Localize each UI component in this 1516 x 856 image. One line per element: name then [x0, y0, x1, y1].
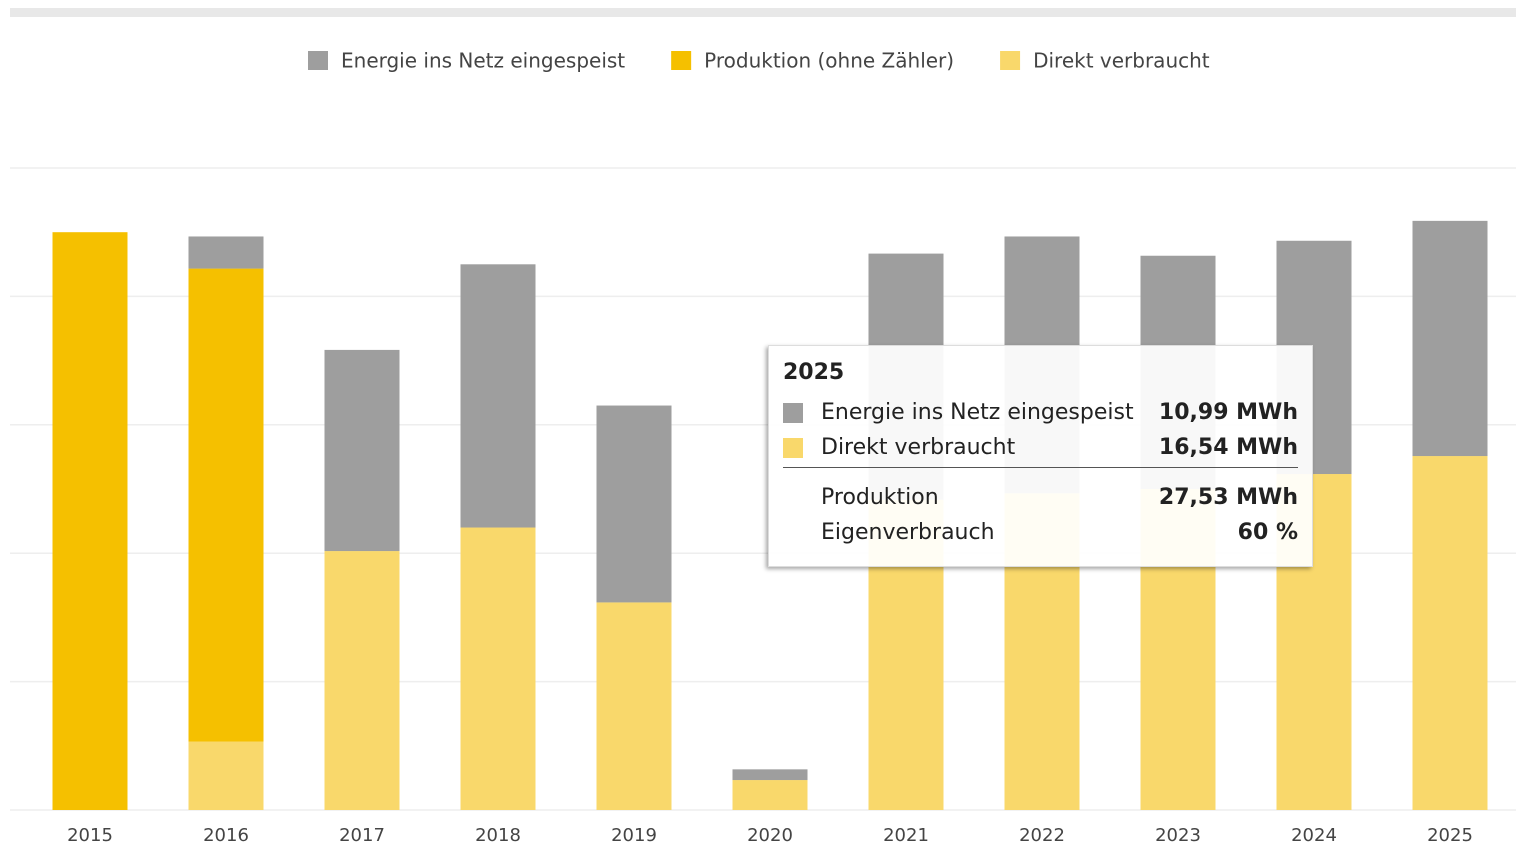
- tooltip: 2025 Energie ins Netz eingespeist 10,99 MW…: [768, 345, 1313, 567]
- bar-segment: [732, 769, 808, 781]
- tooltip-swatch: [783, 402, 803, 423]
- legend-label: Produktion (ohne Zähler): [704, 49, 954, 73]
- legend-swatch: [671, 51, 692, 70]
- separator: [783, 467, 1298, 468]
- bar-segment: [460, 264, 536, 528]
- tooltip-row: Eigenverbrauch 60 %: [783, 515, 1298, 550]
- tooltip-swatch: [783, 488, 803, 508]
- x-tick-label: 2015: [67, 825, 113, 846]
- x-tick-label: 2016: [203, 825, 249, 846]
- bar-segment: [596, 602, 672, 810]
- legend-swatch: [308, 51, 328, 70]
- bar-segment: [596, 405, 672, 603]
- tooltip-swatch: [783, 523, 803, 543]
- bar-segment: [188, 741, 264, 810]
- bar-segment: [188, 268, 264, 742]
- tooltip-row: Produktion 27,53 MWh: [783, 480, 1298, 515]
- tooltip-label: Energie ins Netz eingespeist: [821, 400, 1134, 425]
- tooltip-value: 16,54 MWh: [1158, 435, 1298, 460]
- top-bar: [10, 8, 1516, 17]
- bar-segment: [52, 232, 128, 810]
- bar-segment: [1412, 220, 1488, 457]
- x-tick-label: 2022: [1019, 825, 1065, 846]
- x-tick-label: 2019: [611, 825, 657, 846]
- tooltip-value: 60 %: [1237, 520, 1298, 545]
- tooltip-row: Direkt verbraucht 16,54 MWh: [783, 430, 1298, 465]
- legend-label: Direkt verbraucht: [1033, 49, 1210, 73]
- x-tick-label: 2020: [747, 825, 793, 846]
- bar-segment: [188, 236, 264, 269]
- bar-segment: [732, 780, 808, 810]
- tooltip-row: Energie ins Netz eingespeist 10,99 MWh: [783, 395, 1298, 430]
- tooltip-value: 10,99 MWh: [1158, 400, 1298, 425]
- tooltip-title: 2025: [783, 360, 845, 385]
- x-tick-label: 2018: [475, 825, 521, 846]
- tooltip-value: 27,53 MWh: [1158, 485, 1298, 510]
- bar-segment: [1412, 456, 1488, 810]
- tooltip-label: Eigenverbrauch: [821, 520, 995, 545]
- legend-swatch: [1000, 51, 1021, 70]
- x-tick-label: 2025: [1427, 825, 1473, 846]
- x-tick-label: 2024: [1291, 825, 1337, 846]
- tooltip-swatch: [783, 437, 803, 458]
- tooltip-label: Produktion: [821, 485, 939, 510]
- tooltip-label: Direkt verbraucht: [821, 435, 1016, 460]
- x-tick-label: 2021: [883, 825, 929, 846]
- bar-segment: [460, 527, 536, 810]
- x-tick-label: 2017: [339, 825, 385, 846]
- legend-label: Energie ins Netz eingespeist: [341, 49, 625, 73]
- x-tick-label: 2023: [1155, 825, 1201, 846]
- bar-segment: [324, 551, 400, 810]
- bar-segment: [324, 349, 400, 552]
